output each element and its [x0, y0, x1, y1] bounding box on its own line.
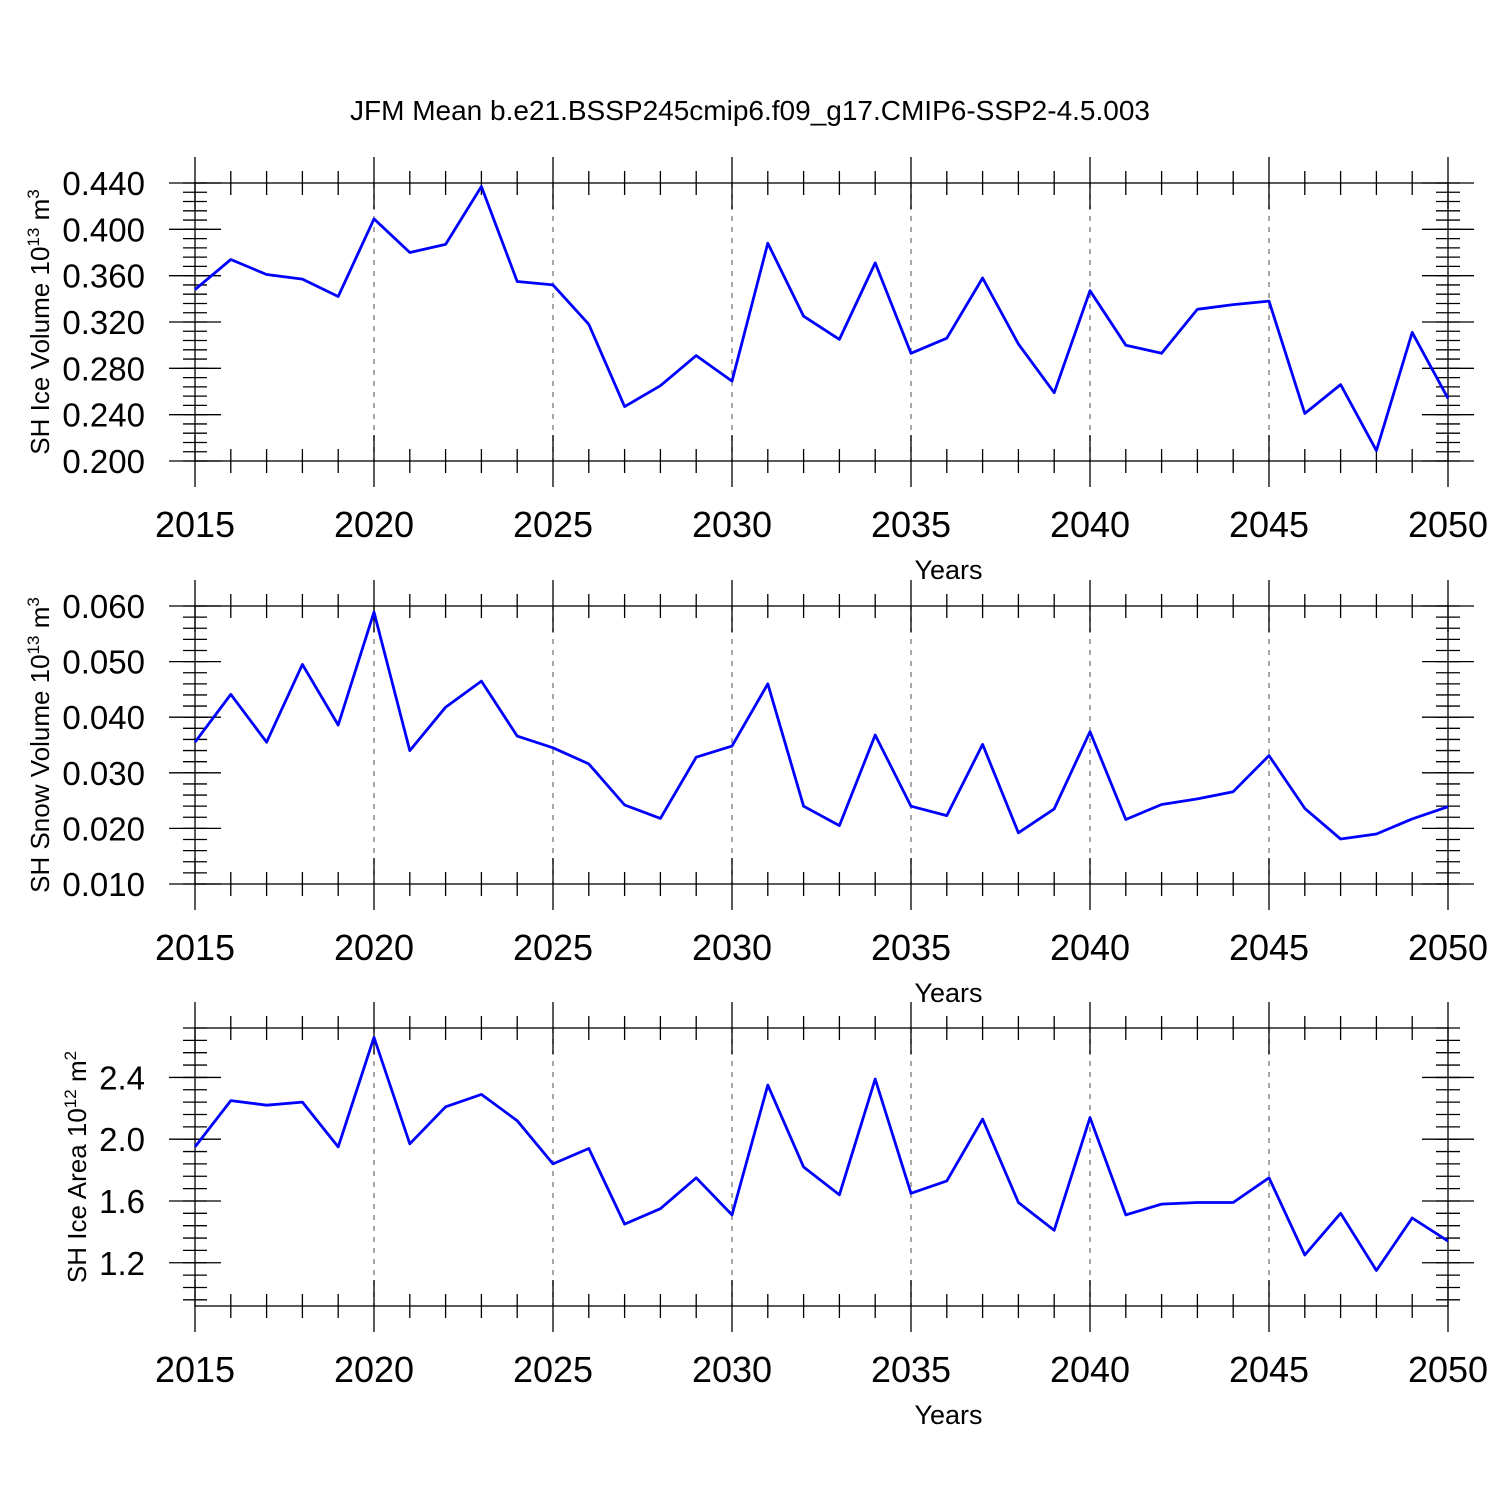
- snow-volume-panel: 2015 2020 2025 2030 2035 2040 2045 2050 Years 0.0…: [24, 580, 1488, 1008]
- x-axis-label: Years: [914, 978, 982, 1008]
- ice-area-panel: 2015 2020 2025 2030 2035 2040 2045 2050 Years 1.2…: [61, 1002, 1488, 1430]
- x-tick-label: 2015: [155, 927, 235, 968]
- plot-frame: [194, 182, 1449, 462]
- x-tick-label: 2045: [1229, 927, 1309, 968]
- y-axis-label-part: SH Snow Volume: [25, 683, 55, 893]
- x-tick-label: 2025: [513, 1349, 593, 1390]
- x-tick-label: 2020: [334, 927, 414, 968]
- x-tick-label: 2030: [692, 504, 772, 545]
- y-axis-label: SH Ice Area 1012 m2: [61, 1051, 92, 1283]
- y-axis-label-part: m: [25, 199, 55, 228]
- x-tick-label: 2025: [513, 927, 593, 968]
- y-axis-label-superscript: 3: [24, 189, 43, 198]
- series-line: [193, 1035, 1449, 1272]
- y-tick-label: 0.040: [62, 699, 145, 736]
- x-axis-label: Years: [914, 555, 982, 585]
- x-tick-label: 2035: [871, 927, 951, 968]
- y-tick-label: 0.440: [62, 165, 145, 202]
- y-axis-label-superscript: 3: [24, 597, 43, 606]
- y-tick-label: 0.050: [62, 644, 145, 681]
- series-line: [193, 610, 1449, 841]
- x-tick-label: 2045: [1229, 1349, 1309, 1390]
- y-tick-label: 0.200: [62, 443, 145, 480]
- x-tick-label: 2035: [871, 504, 951, 545]
- x-tick-label: 2050: [1408, 504, 1488, 545]
- x-tick-label: 2020: [334, 504, 414, 545]
- x-axis-label: Years: [914, 1400, 982, 1430]
- y-tick-label: 0.010: [62, 866, 145, 903]
- x-tick-label: 2040: [1050, 927, 1130, 968]
- y-tick-label: 2.0: [99, 1121, 145, 1158]
- x-tick-label: 2015: [155, 1349, 235, 1390]
- y-axis-label-superscript: 12: [61, 1089, 80, 1108]
- y-tick-label: 0.360: [62, 258, 145, 295]
- x-tick-label: 2050: [1408, 927, 1488, 968]
- y-axis-label-superscript: 13: [24, 635, 43, 654]
- y-tick-label: 0.060: [62, 588, 145, 625]
- y-tick-label: 2.4: [99, 1059, 145, 1096]
- y-axis-label-part: m: [25, 607, 55, 636]
- x-tick-label: 2030: [692, 927, 772, 968]
- figure-title: JFM Mean b.e21.BSSP245cmip6.f09_g17.CMIP…: [350, 95, 1150, 126]
- y-tick-label: 0.400: [62, 211, 145, 248]
- series-line: [194, 185, 1450, 453]
- ice-volume-panel: 2015 2020 2025 2030 2035 2040 2045 2050 Years 0.2…: [24, 157, 1488, 585]
- y-axis-label: SH Snow Volume 1013 m3: [24, 597, 55, 893]
- y-axis-label-part: 10: [62, 1108, 92, 1137]
- y-axis-label-part: m: [62, 1060, 92, 1089]
- plot-frame: [194, 1027, 1449, 1307]
- y-axis-label-part: 10: [25, 654, 55, 683]
- y-tick-label: 1.6: [99, 1183, 145, 1220]
- y-tick-label: 0.280: [62, 350, 145, 387]
- x-tick-label: 2025: [513, 504, 593, 545]
- y-axis-label-superscript: 13: [24, 228, 43, 247]
- x-tick-label: 2040: [1050, 504, 1130, 545]
- y-tick-label: 0.320: [62, 304, 145, 341]
- y-axis-label-part: 10: [25, 247, 55, 276]
- y-axis-label-part: SH Ice Volume: [25, 276, 55, 455]
- y-tick-label: 0.030: [62, 755, 145, 792]
- plot-frame: [194, 605, 1449, 885]
- x-tick-label: 2050: [1408, 1349, 1488, 1390]
- x-tick-label: 2020: [334, 1349, 414, 1390]
- x-tick-label: 2045: [1229, 504, 1309, 545]
- x-tick-label: 2015: [155, 504, 235, 545]
- x-tick-label: 2035: [871, 1349, 951, 1390]
- y-tick-label: 1.2: [99, 1245, 145, 1282]
- y-axis-label: SH Ice Volume 1013 m3: [24, 189, 55, 454]
- x-tick-label: 2040: [1050, 1349, 1130, 1390]
- y-tick-label: 0.020: [62, 810, 145, 847]
- y-axis-label-superscript: 2: [61, 1051, 80, 1060]
- x-tick-label: 2030: [692, 1349, 772, 1390]
- y-tick-label: 0.240: [62, 397, 145, 434]
- y-axis-label-part: SH Ice Area: [62, 1137, 92, 1283]
